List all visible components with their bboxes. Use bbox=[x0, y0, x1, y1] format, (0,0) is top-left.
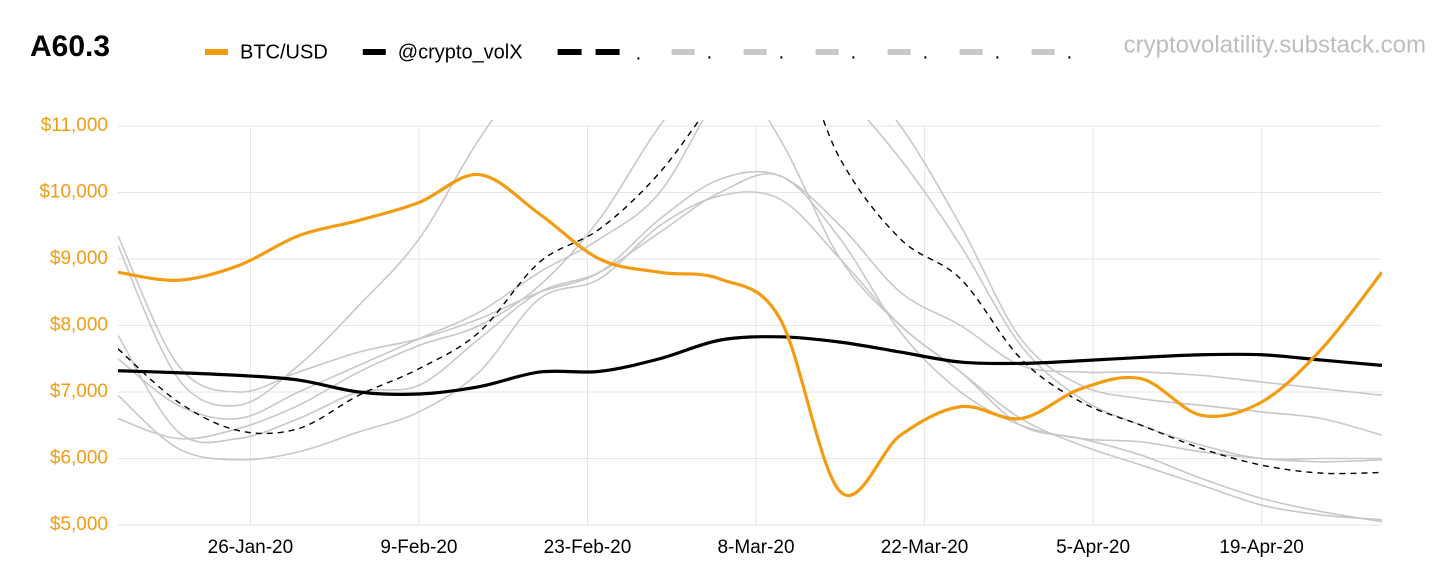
legend: BTC/USD @crypto_volX....... bbox=[205, 41, 1072, 64]
legend-label: . bbox=[1067, 41, 1073, 63]
legend-label: . bbox=[851, 41, 857, 63]
y-tick-label: $10,000 bbox=[39, 182, 108, 203]
legend-item: . bbox=[557, 42, 642, 64]
legend-label: BTC/USD bbox=[240, 41, 328, 63]
y-tick-label: $9,000 bbox=[50, 248, 108, 269]
legend-label: @crypto_volX bbox=[398, 41, 523, 63]
plot-lines bbox=[118, 120, 1382, 523]
legend-item: . bbox=[1031, 41, 1073, 63]
x-tick-label: 5-Apr-20 bbox=[1056, 537, 1130, 558]
legend-label: . bbox=[923, 41, 929, 63]
x-tick-label: 26-Jan-20 bbox=[208, 537, 294, 558]
legend-item: . bbox=[959, 41, 1001, 63]
axis-labels: $5,000 $6,000 $7,000 $8,000 $9,000 $10,000 $11… bbox=[39, 115, 1304, 558]
series-line bbox=[118, 170, 1382, 397]
legend-item: . bbox=[671, 41, 713, 63]
y-tick-label: $6,000 bbox=[50, 448, 108, 469]
y-tick-label: $8,000 bbox=[50, 315, 108, 336]
chart-title: A60.3 bbox=[30, 30, 110, 63]
legend-item: . bbox=[743, 41, 785, 63]
legend-item: . bbox=[887, 41, 929, 63]
legend-label: . bbox=[707, 41, 713, 63]
y-tick-label: $5,000 bbox=[50, 514, 108, 535]
legend-label: . bbox=[636, 42, 642, 64]
legend-item: @crypto_volX bbox=[362, 41, 523, 63]
series-line bbox=[118, 120, 1382, 436]
series-line bbox=[118, 120, 1382, 521]
x-tick-label: 22-Mar-20 bbox=[881, 537, 969, 558]
series-line bbox=[118, 335, 1382, 396]
legend-label: . bbox=[995, 41, 1001, 63]
watermark: cryptovolatility.substack.com bbox=[1124, 31, 1426, 58]
legend-item: BTC/USD bbox=[205, 41, 328, 63]
grid bbox=[118, 125, 1382, 526]
legend-label: . bbox=[779, 41, 785, 63]
series-line bbox=[118, 172, 1382, 497]
series-line bbox=[118, 120, 1382, 475]
x-tick-label: 19-Apr-20 bbox=[1219, 537, 1304, 558]
y-tick-label: $11,000 bbox=[41, 115, 108, 136]
series-line bbox=[118, 172, 1382, 463]
x-tick-label: 23-Feb-20 bbox=[544, 537, 632, 558]
legend-item: . bbox=[815, 41, 857, 63]
y-tick-label: $7,000 bbox=[50, 381, 108, 402]
series-line bbox=[118, 191, 1382, 523]
x-tick-label: 9-Feb-20 bbox=[380, 537, 457, 558]
x-tick-label: 8-Mar-20 bbox=[717, 537, 794, 558]
